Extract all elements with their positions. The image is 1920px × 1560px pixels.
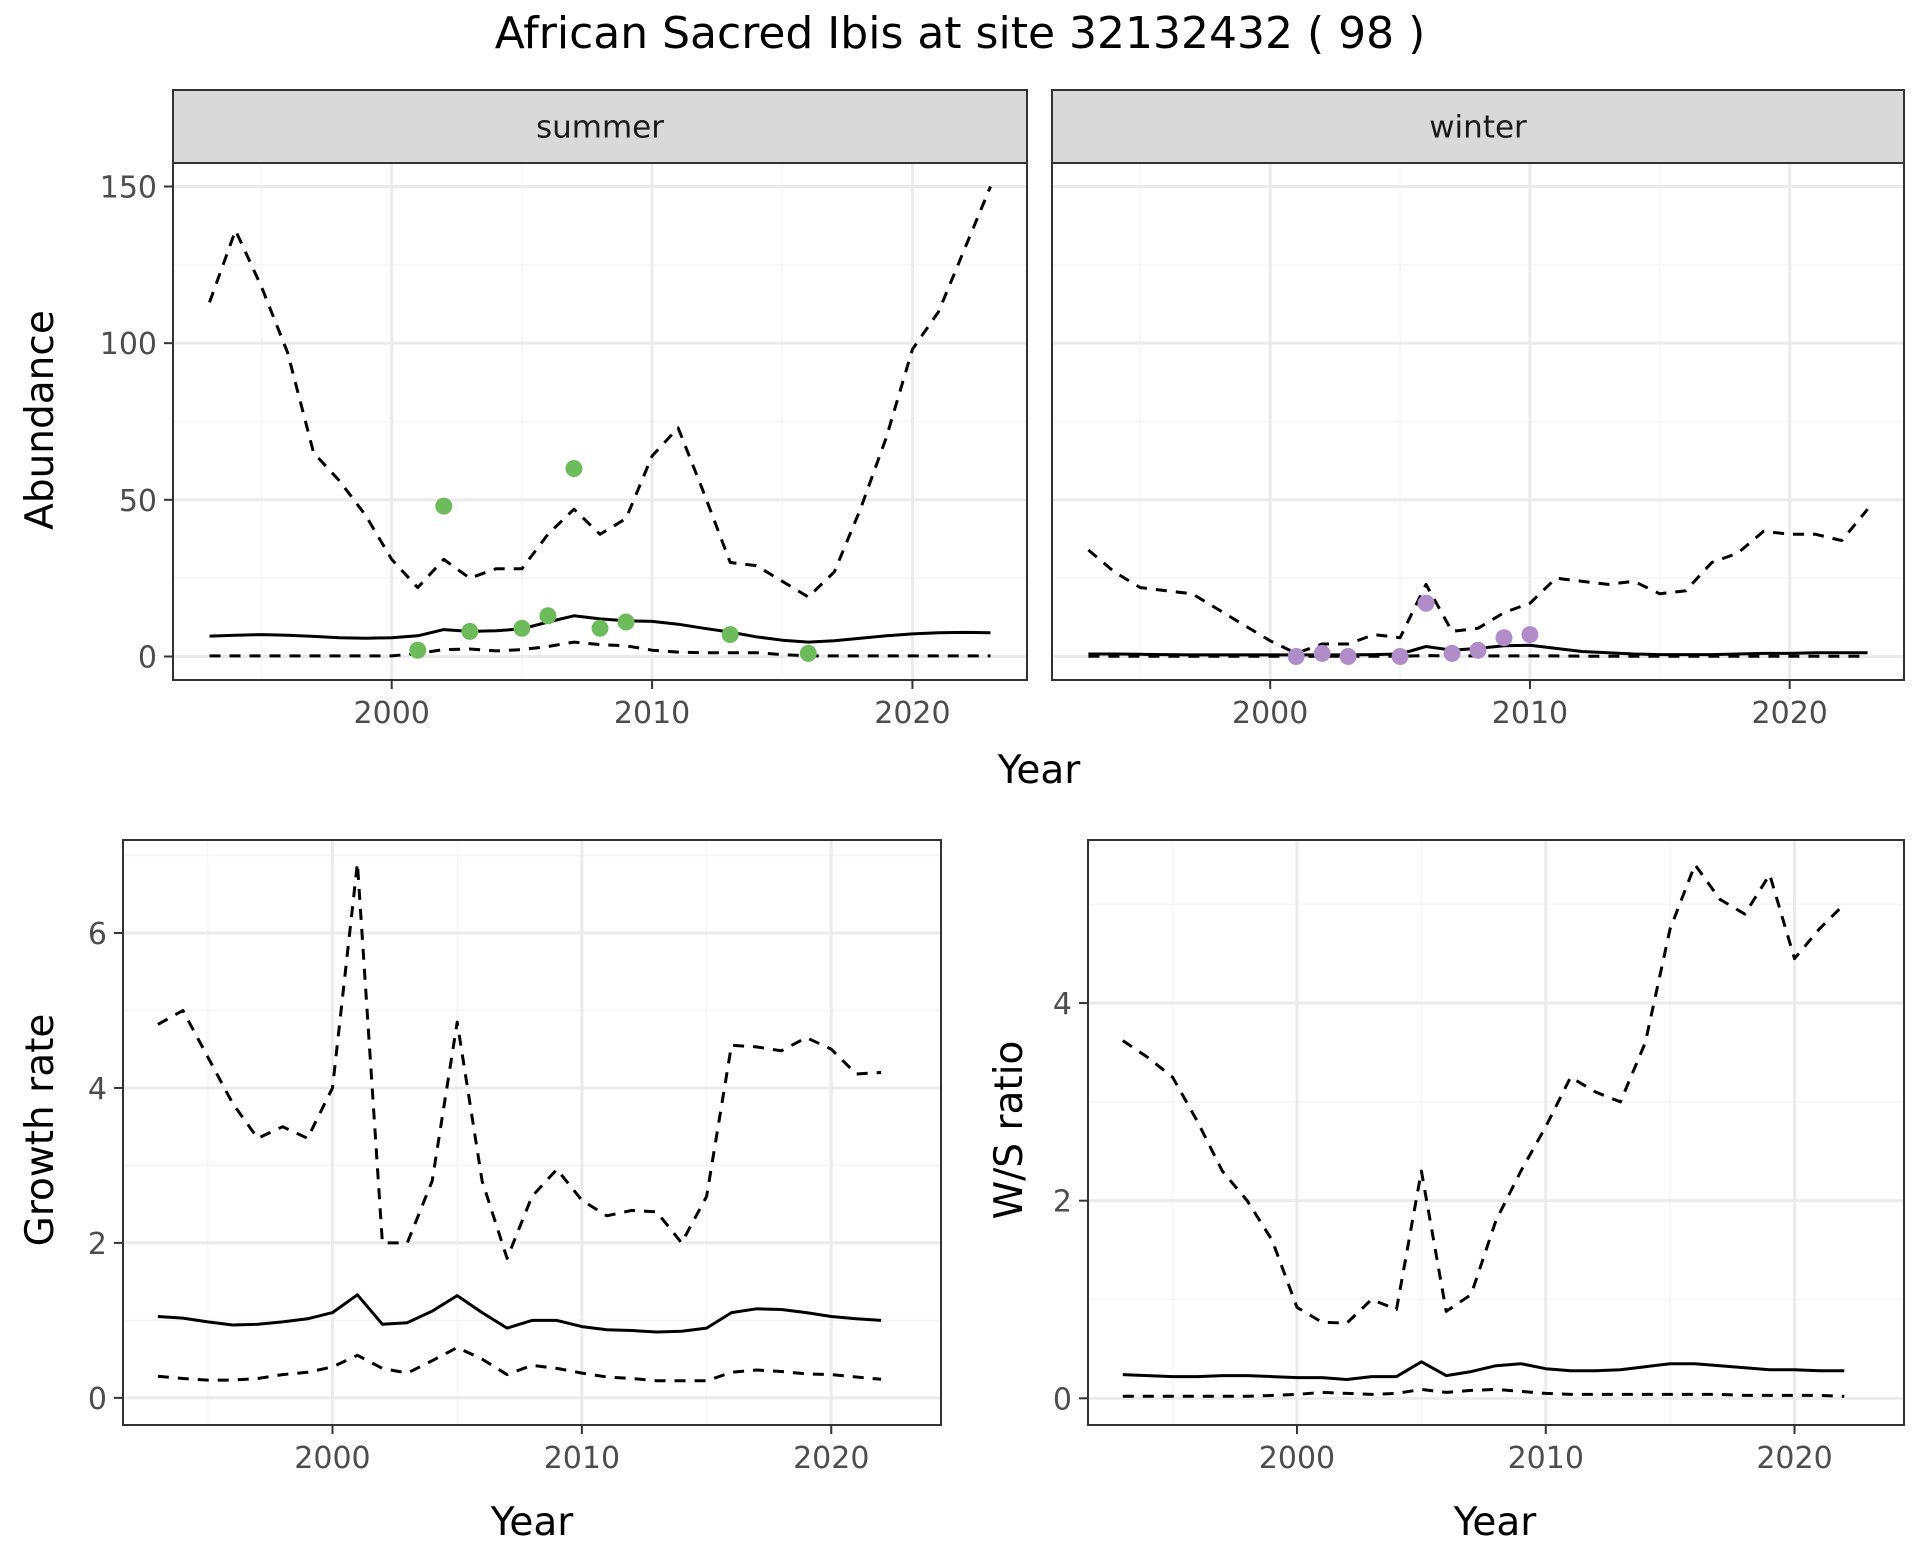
y-tick-label: 4 (88, 1072, 107, 1107)
series-line-median (209, 614, 991, 644)
observation-point (1443, 644, 1461, 662)
y-tick-label: 4 (1053, 987, 1072, 1022)
series-line-lower-bound (209, 640, 991, 658)
observation-point (1391, 648, 1409, 665)
observation-point (461, 622, 479, 640)
series-line-median (157, 1293, 882, 1334)
x-tick-label: 2010 (544, 1441, 620, 1476)
observation-point (591, 619, 609, 637)
growth-x-axis-title: Year (490, 1500, 575, 1545)
x-tick-label: 2000 (1232, 696, 1308, 731)
panel-border (122, 839, 942, 1426)
ratio-x-axis-title: Year (1453, 1500, 1538, 1545)
observation-point (1417, 594, 1435, 612)
panel-border (1087, 839, 1905, 1426)
x-tick-label: 2010 (1492, 696, 1568, 731)
observation-point (409, 641, 427, 659)
top-x-axis-title: Year (997, 748, 1082, 793)
x-tick-label: 2000 (294, 1441, 370, 1476)
series-line-upper-bound (1087, 508, 1869, 655)
observation-point (1521, 626, 1539, 644)
observation-point (435, 497, 453, 515)
y-tick-label: 6 (88, 917, 107, 952)
series-line-upper-bound (157, 861, 882, 1260)
abundance-y-axis-title: Abundance (18, 310, 63, 530)
y-tick-label: 150 (100, 171, 157, 206)
panel-background (123, 840, 941, 1425)
figure-title: African Sacred Ibis at site 32132432 ( 9… (495, 8, 1426, 59)
observation-point (799, 644, 817, 662)
x-tick-label: 2020 (793, 1441, 869, 1476)
series-line-lower-bound (157, 1346, 882, 1383)
series-line-upper-bound (1121, 863, 1846, 1325)
observation-point (565, 460, 583, 477)
y-tick-label: 0 (88, 1382, 107, 1417)
x-tick-label: 2000 (1259, 1441, 1335, 1476)
y-tick-label: 2 (88, 1227, 107, 1262)
observation-point (721, 626, 739, 644)
facet-strip (172, 89, 1028, 164)
summer-panel: summer 2000 2010 2020 0 50 100 150 (100, 89, 1028, 731)
observation-point (1495, 629, 1513, 647)
ws-ratio-panel: 2000 2010 2020 0 2 4 (1053, 839, 1905, 1476)
x-tick-label: 2020 (874, 696, 950, 731)
y-tick-label: 50 (119, 484, 157, 519)
y-tick-label: 2 (1053, 1185, 1072, 1220)
series-line-median (1122, 1360, 1845, 1381)
observation-point (1313, 644, 1331, 662)
observation-point (513, 619, 531, 637)
growth-rate-panel: 2000 2010 2020 0 2 4 6 (88, 839, 942, 1476)
series-line-lower-bound (1122, 1387, 1845, 1398)
y-tick-label: 0 (138, 641, 157, 676)
facet-strip-label: summer (536, 110, 664, 146)
facet-strip-label: winter (1429, 110, 1527, 146)
facet-strip (1051, 89, 1905, 164)
winter-panel: winter 2000 2010 2020 (1051, 89, 1905, 731)
panel-background (1088, 840, 1904, 1425)
x-tick-label: 2000 (354, 696, 430, 731)
observation-point (1287, 648, 1305, 665)
y-tick-label: 0 (1053, 1382, 1072, 1417)
series-line-upper-bound (208, 185, 992, 599)
x-tick-label: 2020 (1752, 696, 1828, 731)
observation-point (1469, 641, 1487, 659)
observation-point (617, 613, 635, 631)
x-tick-label: 2020 (1756, 1441, 1832, 1476)
ratio-y-axis-title: W/S ratio (987, 1041, 1032, 1220)
y-tick-label: 100 (100, 327, 157, 362)
observation-point (539, 607, 557, 625)
observation-point (1339, 648, 1357, 665)
x-tick-label: 2010 (614, 696, 690, 731)
x-tick-label: 2010 (1508, 1441, 1584, 1476)
growth-y-axis-title: Growth rate (18, 1014, 63, 1247)
